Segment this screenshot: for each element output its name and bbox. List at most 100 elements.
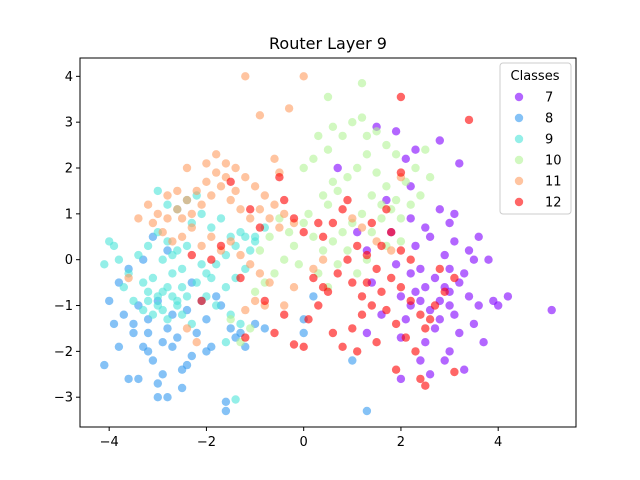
point-class-8 [177, 383, 187, 393]
point-class-11 [309, 264, 318, 274]
point-class-10 [406, 200, 415, 209]
legend: Classes 7 8 9 10 11 12 [499, 62, 572, 215]
point-class-8 [158, 338, 167, 347]
point-class-12 [260, 296, 269, 306]
point-class-10 [328, 122, 338, 131]
point-class-11 [202, 159, 211, 168]
point-class-8 [100, 360, 109, 370]
point-class-9 [153, 186, 162, 196]
point-class-7 [421, 338, 430, 347]
point-class-7 [450, 237, 459, 246]
legend-label: 7 [545, 91, 553, 106]
point-class-12 [197, 296, 206, 306]
point-class-12 [430, 301, 440, 310]
point-class-10 [391, 195, 401, 205]
point-class-8 [163, 324, 172, 333]
point-class-8 [202, 315, 211, 324]
point-class-10 [425, 173, 435, 182]
point-class-8 [129, 319, 138, 329]
point-class-12 [357, 292, 367, 301]
x-tick-label: 0 [300, 435, 308, 450]
legend-marker [514, 155, 524, 165]
point-class-10 [396, 237, 406, 246]
point-class-8 [221, 406, 231, 416]
point-class-11 [270, 200, 279, 209]
point-class-10 [289, 241, 299, 251]
y-tick-label: −1 [54, 299, 73, 314]
point-class-9 [168, 250, 177, 260]
point-class-7 [450, 310, 459, 319]
y-axis: −3 −2 −1 0 1 2 3 4 [54, 70, 80, 406]
point-class-12 [450, 273, 459, 283]
point-class-7 [435, 136, 444, 145]
point-class-7 [464, 246, 474, 255]
point-class-11 [270, 154, 279, 163]
point-class-9 [153, 301, 162, 310]
point-class-12 [406, 255, 415, 264]
point-class-11 [280, 301, 289, 310]
point-class-7 [406, 269, 415, 278]
point-class-10 [382, 182, 391, 191]
point-class-9 [177, 264, 187, 274]
point-class-12 [333, 269, 342, 278]
legend-marker [514, 92, 524, 102]
point-class-7 [445, 301, 454, 310]
point-class-7 [406, 214, 415, 223]
point-class-11 [182, 163, 192, 173]
legend-marker [514, 134, 524, 144]
point-class-12 [396, 246, 406, 255]
point-class-12 [406, 296, 415, 306]
point-class-12 [216, 241, 226, 251]
point-class-9 [143, 296, 153, 306]
point-class-10 [367, 191, 376, 200]
point-class-11 [197, 241, 206, 251]
x-tick-label: 2 [397, 435, 405, 450]
point-class-10 [323, 145, 333, 154]
point-class-12 [357, 310, 367, 319]
point-class-11 [173, 205, 182, 214]
point-class-11 [207, 232, 216, 241]
point-class-10 [318, 246, 328, 255]
point-class-10 [353, 269, 362, 278]
point-class-8 [134, 374, 143, 384]
point-class-10 [348, 118, 357, 127]
point-class-11 [202, 177, 211, 186]
point-class-9 [221, 283, 231, 292]
point-class-10 [284, 228, 294, 237]
point-class-8 [309, 292, 318, 301]
point-class-7 [460, 365, 469, 374]
legend-marker [514, 197, 524, 207]
point-class-10 [343, 246, 352, 255]
point-class-9 [177, 310, 187, 319]
point-class-11 [182, 324, 192, 333]
point-class-7 [484, 255, 493, 264]
point-class-8 [192, 328, 201, 338]
point-class-10 [357, 113, 367, 122]
point-class-7 [440, 356, 449, 365]
point-class-12 [314, 218, 323, 228]
point-class-7 [425, 232, 435, 241]
point-class-12 [289, 214, 299, 223]
point-class-8 [221, 397, 231, 406]
point-class-10 [265, 232, 274, 241]
point-class-7 [503, 292, 513, 301]
point-class-12 [187, 250, 196, 260]
point-class-9 [177, 283, 187, 292]
point-class-12 [348, 278, 357, 287]
point-class-7 [435, 315, 444, 324]
point-class-12 [440, 287, 449, 296]
point-class-12 [328, 218, 338, 228]
chart-title: Router Layer 9 [269, 34, 387, 53]
point-class-11 [226, 237, 235, 246]
point-class-11 [260, 191, 269, 200]
point-class-8 [114, 342, 124, 351]
point-class-11 [158, 228, 167, 237]
point-class-12 [236, 273, 245, 283]
point-class-8 [143, 347, 153, 356]
point-class-8 [348, 356, 357, 365]
point-class-11 [182, 195, 192, 205]
point-class-10 [338, 131, 347, 141]
point-class-11 [216, 182, 226, 191]
point-class-7 [362, 328, 372, 338]
